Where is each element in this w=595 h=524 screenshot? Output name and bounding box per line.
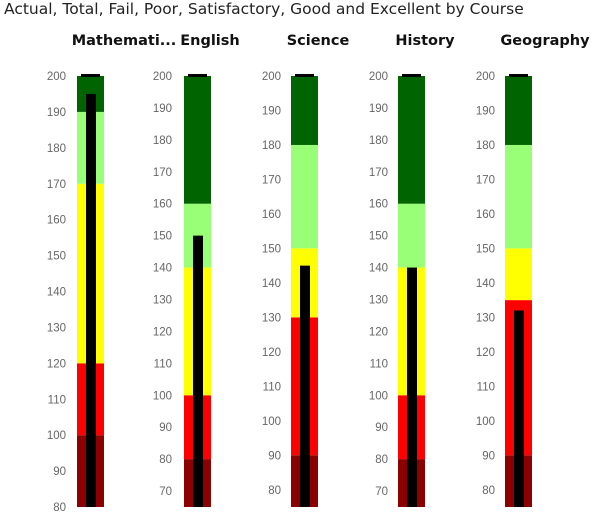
band-good-science: [291, 144, 318, 249]
tick-label: 100: [476, 416, 495, 428]
tick-label: 200: [153, 71, 172, 83]
tick-label: 190: [369, 103, 388, 115]
tick-label: 100: [262, 416, 281, 428]
tick-label: 140: [47, 287, 66, 299]
tick-label: 90: [53, 466, 66, 478]
tick-label: 140: [153, 263, 172, 275]
actual-bar-mathemati: [86, 93, 96, 507]
tick-label: 180: [47, 143, 66, 155]
tick-label: 110: [477, 381, 495, 393]
tick-label: 180: [369, 135, 388, 147]
chart-title: Actual, Total, Fail, Poor, Satisfactory,…: [4, 0, 524, 18]
tick-label: 120: [262, 347, 281, 359]
tick-label: 110: [154, 358, 172, 370]
tick-label: 90: [159, 422, 172, 434]
course-title-science: Science: [287, 33, 350, 49]
tick-label: 140: [476, 278, 495, 290]
tick-label: 190: [476, 105, 495, 117]
tick-label: 160: [262, 209, 281, 221]
band-excellent-geography: [505, 76, 532, 145]
tick-label: 80: [375, 454, 388, 466]
tick-label: 120: [153, 326, 172, 338]
tick-label: 200: [262, 71, 281, 83]
tick-label: 160: [153, 199, 172, 211]
actual-bar-science: [300, 265, 310, 507]
course-title-english: English: [180, 33, 240, 49]
actual-bar-english: [193, 235, 203, 507]
tick-label: 150: [262, 243, 281, 255]
tick-label: 170: [476, 174, 495, 186]
tick-label: 190: [262, 105, 281, 117]
actual-bar-history: [407, 267, 417, 507]
tick-label: 150: [47, 251, 66, 263]
tick-label: 170: [47, 179, 66, 191]
tick-label: 180: [153, 135, 172, 147]
tick-label: 80: [53, 502, 66, 514]
tick-label: 110: [370, 358, 388, 370]
target-marker-english: [188, 74, 207, 77]
band-good-geography: [505, 144, 532, 249]
tick-label: 150: [476, 243, 495, 255]
tick-label: 70: [159, 486, 172, 498]
tick-label: 80: [482, 485, 495, 497]
tick-label: 170: [369, 167, 388, 179]
tick-label: 200: [369, 71, 388, 83]
tick-label: 130: [369, 294, 388, 306]
tick-label: 170: [153, 167, 172, 179]
tick-label: 200: [47, 71, 66, 83]
course-title-mathemati: Mathemati...: [72, 33, 177, 49]
tick-label: 170: [262, 174, 281, 186]
tick-label: 90: [482, 450, 495, 462]
band-excellent-english: [184, 76, 211, 204]
tick-label: 70: [375, 486, 388, 498]
tick-label: 160: [47, 215, 66, 227]
course-title-history: History: [395, 33, 455, 49]
tick-label: 100: [369, 390, 388, 402]
tick-label: 200: [476, 71, 495, 83]
tick-label: 90: [268, 450, 281, 462]
tick-label: 130: [47, 322, 66, 334]
tick-label: 160: [476, 209, 495, 221]
band-excellent-science: [291, 76, 318, 145]
tick-label: 150: [369, 231, 388, 243]
tick-label: 130: [262, 312, 281, 324]
tick-label: 80: [268, 485, 281, 497]
band-excellent-history: [398, 76, 425, 204]
tick-label: 90: [375, 422, 388, 434]
tick-label: 180: [262, 140, 281, 152]
tick-label: 180: [476, 140, 495, 152]
tick-label: 150: [153, 231, 172, 243]
tick-label: 80: [159, 454, 172, 466]
tick-label: 100: [153, 390, 172, 402]
course-title-geography: Geography: [500, 33, 590, 49]
target-marker-geography: [509, 74, 528, 77]
tick-label: 140: [262, 278, 281, 290]
target-marker-mathemati: [81, 74, 100, 77]
tick-label: 120: [369, 326, 388, 338]
band-good-history: [398, 203, 425, 268]
actual-bar-geography: [514, 310, 524, 507]
tick-label: 110: [263, 381, 281, 393]
tick-label: 130: [476, 312, 495, 324]
tick-label: 130: [153, 294, 172, 306]
tick-label: 190: [153, 103, 172, 115]
tick-label: 120: [476, 347, 495, 359]
tick-label: 190: [47, 107, 66, 119]
target-marker-history: [402, 74, 421, 77]
tick-label: 100: [47, 430, 66, 442]
tick-label: 160: [369, 199, 388, 211]
target-marker-science: [295, 74, 314, 77]
tick-label: 120: [47, 358, 66, 370]
band-satisfactory-geography: [505, 248, 532, 301]
tick-label: 110: [48, 394, 66, 406]
tick-label: 140: [369, 263, 388, 275]
